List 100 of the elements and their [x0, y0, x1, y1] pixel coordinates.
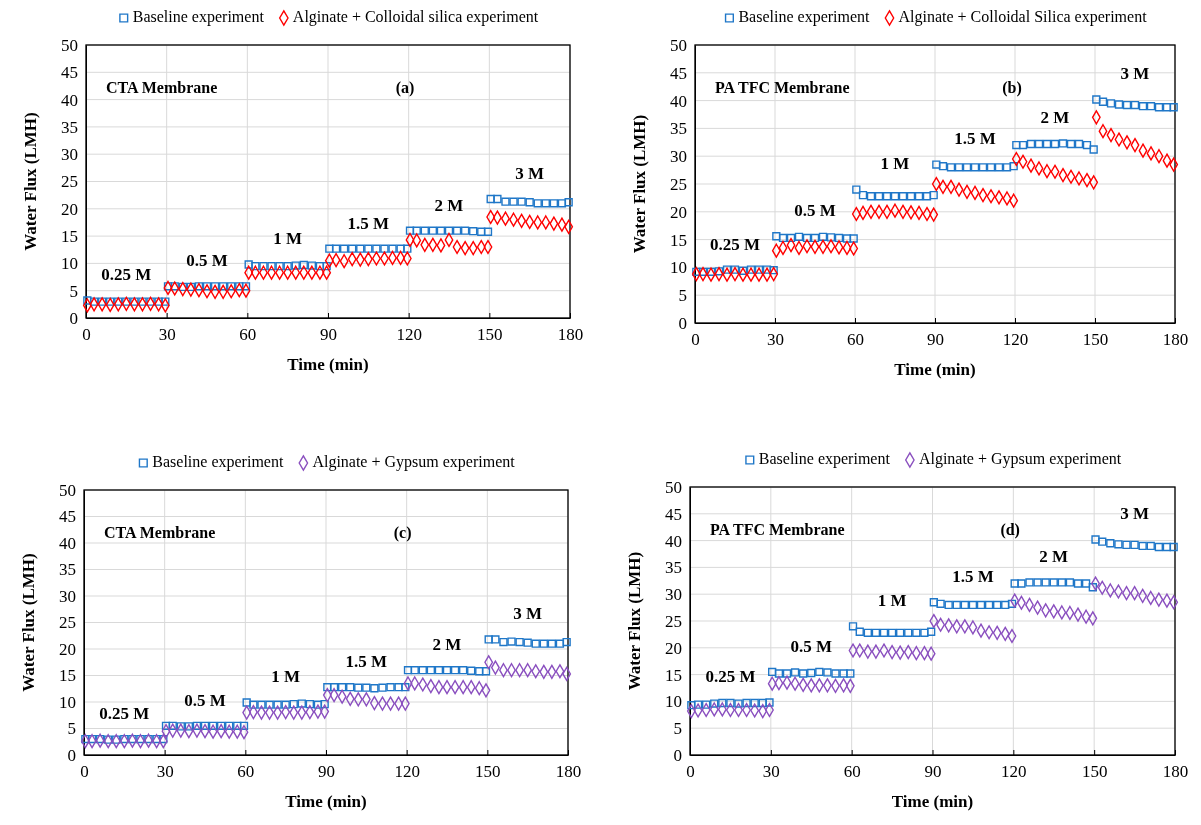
- legend-label: Alginate + Gypsum experiment: [918, 449, 1122, 468]
- annotation: 2 M: [1039, 547, 1069, 567]
- x-tick-label: 120: [1002, 330, 1029, 350]
- annotation: 2 M: [1040, 108, 1070, 128]
- y-tick-label: 45: [665, 504, 682, 524]
- x-axis-title: Time (min): [285, 792, 367, 811]
- annotation: 1.5 M: [954, 129, 996, 149]
- x-tick-label: 60: [847, 330, 864, 350]
- x-tick-label: 30: [156, 762, 174, 782]
- y-tick-label: 35: [670, 119, 687, 139]
- y-tick-label: 45: [61, 63, 78, 83]
- x-tick-label: 90: [318, 762, 335, 782]
- x-axis-title: Time (min): [891, 792, 974, 811]
- y-tick-label: 20: [665, 638, 682, 658]
- y-tick-label: 35: [59, 560, 76, 580]
- y-tick-label: 10: [670, 258, 687, 278]
- x-axis-title: Time (min): [287, 355, 369, 374]
- y-tick-label: 30: [670, 147, 687, 167]
- y-tick-label: 15: [59, 666, 76, 686]
- y-tick-label: 50: [59, 480, 76, 500]
- y-tick-label: 35: [665, 558, 682, 578]
- x-tick-label: 180: [1162, 762, 1189, 782]
- y-tick-label: 45: [670, 63, 687, 83]
- annotation: PA TFC Membrane: [715, 79, 850, 96]
- annotation: 3 M: [1120, 64, 1150, 84]
- y-tick-label: 40: [670, 91, 687, 111]
- y-tick-label: 15: [61, 227, 78, 247]
- x-tick-label: 120: [394, 762, 420, 782]
- annotation: 0.5 M: [186, 251, 228, 271]
- x-tick-label: 180: [555, 762, 582, 782]
- annotation: 1 M: [880, 154, 910, 174]
- y-tick-label: 30: [61, 145, 78, 165]
- annotation: 1.5 M: [345, 652, 388, 672]
- y-tick-label: 30: [665, 585, 682, 605]
- x-tick-label: 0: [82, 325, 91, 345]
- x-tick-label: 150: [477, 325, 503, 345]
- y-tick-label: 5: [69, 281, 78, 301]
- y-tick-label: 10: [59, 692, 76, 712]
- legend-label: Baseline experiment: [758, 449, 891, 468]
- y-tick-label: 5: [673, 719, 682, 739]
- x-tick-label: 90: [320, 325, 337, 345]
- y-tick-label: 25: [59, 613, 76, 633]
- x-tick-label: 60: [239, 325, 257, 345]
- y-tick-label: 25: [670, 174, 687, 194]
- x-tick-label: 180: [1162, 330, 1189, 350]
- y-tick-label: 50: [670, 35, 687, 55]
- x-tick-label: 150: [475, 762, 501, 782]
- x-tick-label: 90: [924, 762, 942, 782]
- annotation: CTA Membrane: [106, 79, 218, 96]
- x-tick-label: 90: [927, 330, 944, 350]
- y-tick-label: 5: [67, 719, 76, 739]
- annotation: 2 M: [432, 635, 462, 655]
- y-tick-label: 30: [59, 586, 76, 606]
- y-tick-label: 20: [61, 199, 78, 219]
- x-tick-label: 150: [1082, 330, 1109, 350]
- x-tick-label: 120: [396, 325, 422, 345]
- y-tick-label: 10: [665, 692, 682, 712]
- annotation: 0.5 M: [794, 201, 836, 221]
- annotation: (a): [395, 79, 415, 97]
- annotation: 3 M: [1120, 504, 1149, 524]
- annotation: 0.25 M: [709, 234, 761, 254]
- x-tick-label: 60: [843, 762, 861, 782]
- y-tick-label: 40: [665, 531, 682, 551]
- y-axis-title: Water Flux (LMH): [630, 114, 649, 254]
- legend-label: Baseline experiment: [152, 452, 284, 471]
- y-tick-label: 40: [59, 533, 76, 553]
- y-tick-label: 25: [665, 611, 682, 631]
- x-tick-label: 30: [158, 325, 176, 345]
- x-tick-label: 150: [1081, 762, 1108, 782]
- y-tick-label: 25: [61, 172, 78, 192]
- legend-label: Baseline experiment: [132, 7, 265, 26]
- annotation: 1.5 M: [952, 567, 994, 587]
- y-tick-label: 50: [665, 477, 682, 497]
- annotation: 1.5 M: [347, 213, 390, 233]
- y-tick-label: 20: [59, 639, 76, 659]
- annotation: PA TFC Membrane: [710, 521, 845, 538]
- annotation: 1 M: [877, 591, 907, 611]
- x-tick-label: 0: [691, 330, 700, 350]
- legend-label: Baseline experiment: [738, 7, 871, 26]
- x-tick-label: 180: [557, 325, 584, 345]
- annotation: 0.25 M: [99, 704, 150, 724]
- y-axis-title: Water Flux (LMH): [21, 112, 40, 251]
- y-axis-title: Water Flux (LMH): [625, 551, 644, 691]
- annotation: 1 M: [273, 229, 303, 249]
- legend-label: Alginate + Colloidal silica experiment: [292, 7, 539, 26]
- y-tick-label: 0: [673, 745, 682, 765]
- y-tick-label: 15: [670, 230, 687, 250]
- y-tick-label: 35: [61, 117, 78, 137]
- annotation: (d): [1000, 521, 1020, 539]
- y-tick-label: 40: [61, 90, 78, 110]
- annotation: (b): [1002, 79, 1022, 97]
- y-tick-label: 5: [678, 286, 687, 306]
- y-tick-label: 15: [665, 665, 682, 685]
- x-tick-label: 30: [762, 762, 780, 782]
- y-tick-label: 10: [61, 254, 78, 274]
- annotation: 3 M: [515, 163, 545, 183]
- y-axis-title: Water Flux (LMH): [19, 553, 38, 692]
- x-tick-label: 30: [767, 330, 784, 350]
- legend-label: Alginate + Colloidal Silica experiment: [898, 7, 1148, 26]
- annotation: 1 M: [271, 667, 301, 687]
